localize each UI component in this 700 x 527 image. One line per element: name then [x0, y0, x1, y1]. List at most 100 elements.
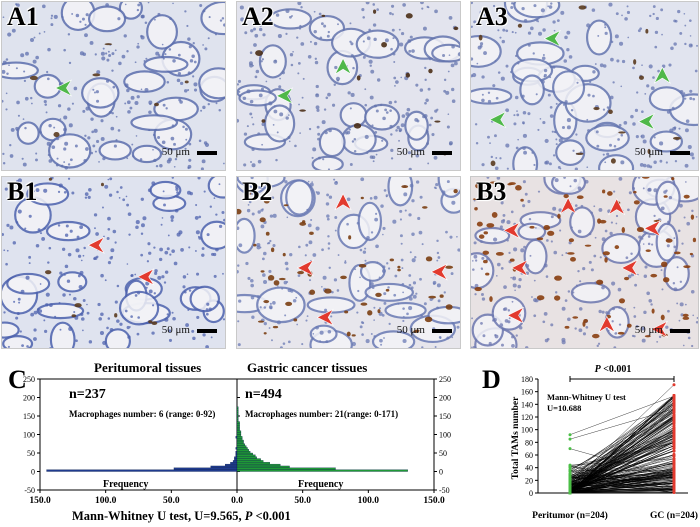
stained-macrophage — [515, 185, 522, 191]
nucleus — [486, 258, 489, 261]
nucleus — [29, 17, 33, 21]
nucleus — [692, 97, 696, 101]
nucleus — [209, 205, 212, 208]
nucleus — [247, 204, 250, 206]
nucleus — [391, 28, 395, 32]
stained-macrophage — [309, 289, 316, 295]
panel-c-histogram: C Peritumoral tissues Gastric cancer tis… — [8, 360, 451, 523]
nucleus — [481, 163, 485, 167]
nucleus — [43, 319, 46, 322]
nucleus — [187, 37, 191, 41]
nucleus — [604, 31, 608, 35]
panel-label: B1 — [7, 177, 38, 206]
nucleus — [94, 150, 97, 153]
nucleus — [251, 163, 256, 168]
nucleus — [290, 63, 294, 67]
nucleus — [398, 139, 400, 142]
nucleus — [321, 248, 324, 252]
nucleus — [379, 103, 383, 107]
nucleus — [297, 274, 301, 277]
nucleus — [588, 260, 592, 264]
stained-macrophage — [660, 314, 665, 321]
nucleus — [313, 10, 316, 13]
nucleus — [221, 17, 225, 20]
nucleus — [187, 308, 190, 311]
nucleus — [284, 180, 288, 184]
nucleus — [501, 39, 505, 44]
nucleus — [533, 314, 537, 318]
nucleus — [647, 235, 651, 238]
nucleus — [271, 339, 273, 342]
nucleus — [621, 14, 623, 17]
nucleus — [279, 77, 281, 80]
nucleus — [194, 250, 197, 252]
cancer-bar — [236, 445, 247, 448]
gland-structure — [146, 14, 178, 50]
nucleus — [513, 122, 517, 126]
stained-macrophage — [283, 204, 289, 207]
nucleus — [24, 126, 27, 130]
nucleus — [362, 40, 365, 43]
nucleus — [147, 188, 152, 193]
nucleus — [25, 51, 29, 56]
stained-macrophage — [517, 23, 523, 28]
nucleus — [272, 301, 276, 305]
nucleus — [289, 15, 292, 19]
nucleus — [659, 141, 664, 146]
nucleus — [443, 291, 446, 294]
gc-point — [672, 437, 676, 441]
nucleus — [543, 68, 548, 73]
nucleus — [272, 124, 275, 126]
nucleus — [632, 122, 636, 126]
nucleus — [652, 76, 655, 79]
nucleus — [552, 206, 557, 211]
nucleus — [555, 102, 558, 105]
paired-line — [569, 470, 675, 494]
stained-macrophage — [453, 189, 458, 194]
stained-macrophage — [273, 280, 280, 286]
gland-structure — [601, 232, 641, 264]
nucleus — [412, 294, 417, 299]
stained-macrophage — [663, 195, 668, 198]
nucleus — [575, 133, 578, 136]
nucleus — [113, 144, 117, 148]
stained-macrophage — [557, 213, 561, 219]
nucleus — [620, 160, 625, 165]
nucleus — [597, 342, 601, 345]
nucleus — [257, 210, 261, 214]
nucleus — [35, 55, 39, 60]
nucleus — [44, 329, 48, 333]
nucleus — [202, 105, 206, 110]
nucleus — [271, 196, 275, 199]
nucleus — [655, 16, 659, 21]
nucleus — [408, 283, 412, 287]
nucleus — [30, 37, 35, 42]
nucleus — [257, 159, 262, 164]
nucleus — [108, 110, 112, 114]
nucleus — [494, 334, 499, 339]
nucleus — [16, 179, 19, 183]
nucleus — [105, 3, 109, 7]
cancer-bar — [236, 452, 253, 455]
nucleus — [104, 184, 109, 189]
paired-line — [569, 481, 675, 491]
nucleus — [86, 311, 90, 315]
stained-macrophage — [340, 275, 347, 280]
gland-structure — [81, 77, 120, 109]
panel-d-ytick-label: 120 — [521, 413, 533, 422]
nucleus — [35, 152, 38, 155]
nucleus — [25, 275, 30, 280]
peritumor-point — [568, 469, 572, 473]
nucleus — [373, 335, 376, 338]
nucleus — [350, 42, 354, 46]
micrograph-a3: A3 50 μm — [470, 1, 699, 171]
nucleus — [328, 266, 331, 270]
nucleus — [549, 76, 552, 79]
nucleus — [57, 104, 62, 108]
arrowhead-marker — [275, 87, 294, 105]
nucleus — [159, 163, 163, 168]
panel-c-ytick-label-left: 0 — [31, 468, 35, 477]
nucleus — [154, 146, 157, 149]
nucleus — [480, 292, 484, 296]
nucleus — [116, 284, 120, 288]
